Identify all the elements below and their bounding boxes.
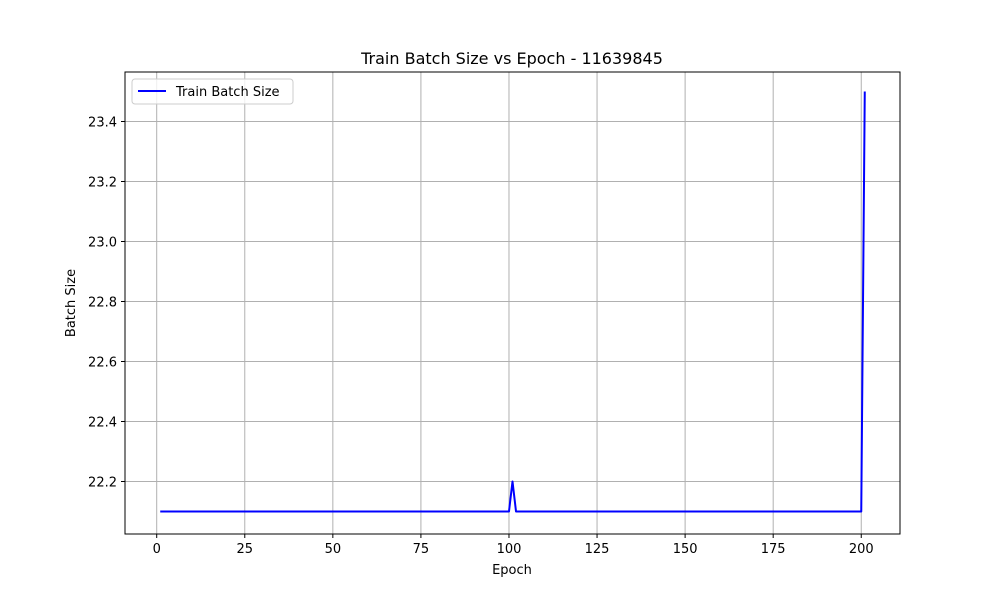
x-tick-label: 125 [585,542,610,557]
y-tick-label: 23.0 [88,236,117,251]
x-tick-label: 0 [153,542,161,557]
x-tick-label: 50 [325,542,342,557]
legend-label-train-batch-size: Train Batch Size [175,85,280,100]
y-axis-label: Batch Size [64,269,79,337]
chart-title: Train Batch Size vs Epoch - 11639845 [360,49,663,68]
series-layer [160,91,866,513]
x-axis-label: Epoch [492,563,532,578]
x-tick-label: 200 [849,542,874,557]
x-tick-label: 100 [497,542,522,557]
y-tick-label: 22.2 [88,476,117,491]
series-line-train-batch-size [160,91,866,513]
x-tick-label: 25 [236,542,253,557]
legend-box [131,78,294,105]
y-axis-ticks: 22.2 22.4 22.6 22.8 23.0 23.2 23.4 [88,116,125,491]
y-tick-label: 22.4 [88,416,117,431]
plot-frame [124,71,901,535]
y-tick-label: 23.4 [88,116,117,131]
y-tick-label: 22.8 [88,296,117,311]
x-tick-label: 75 [413,542,430,557]
x-tick-label: 175 [761,542,786,557]
y-tick-label: 22.6 [88,356,117,371]
legend: Train Batch Size [131,78,294,105]
x-axis-ticks: 0 25 50 75 100 125 150 175 200 [153,534,874,557]
x-tick-label: 150 [673,542,698,557]
y-tick-label: 23.2 [88,176,117,191]
